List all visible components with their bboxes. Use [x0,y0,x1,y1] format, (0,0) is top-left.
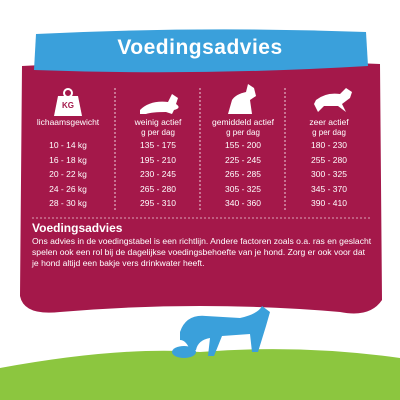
dog-icon-sitting [228,84,256,114]
table-cell: 265 - 285 [225,169,261,179]
note-title: Voedingsadvies [32,221,123,235]
table-cell: 24 - 26 kg [49,183,87,194]
column-header: zeer actief [309,117,349,127]
banner [34,29,368,73]
table-cell: 300 - 325 [311,169,347,179]
title: Voedingsadvies [117,36,283,59]
grass [0,349,400,400]
table-cell: 340 - 360 [225,198,261,208]
dog-icon-running [314,88,352,112]
table-cell: 265 - 280 [140,183,176,194]
table-cell: 28 - 30 kg [49,198,87,208]
table-cell: 225 - 245 [225,154,261,165]
table-cell: 195 - 210 [140,154,176,165]
table-cell: 255 - 280 [311,154,347,165]
weight-handle [63,88,73,98]
table-cell: 10 - 14 kg [49,140,87,150]
icon-label: KG [62,101,74,110]
table-cell: 155 - 200 [225,140,261,150]
panel [20,60,382,314]
column-unit: g per dag [226,128,260,137]
table-cell: 345 - 370 [311,183,347,194]
table-cell: 230 - 245 [140,169,176,179]
table-cell: 20 - 22 kg [49,169,87,179]
table-cell: 390 - 410 [311,198,347,208]
weight-icon [54,96,82,116]
table-cell: 16 - 18 kg [49,154,87,165]
column-header: gemiddeld actief [212,117,274,127]
column-dividers [114,88,286,212]
column-header: lichaamsgewicht [36,117,100,127]
table-cell: 295 - 310 [140,198,176,208]
bowl [172,346,196,358]
dog [180,306,270,356]
column-unit: g per dag [141,128,175,137]
table-cell: 305 - 325 [225,183,261,194]
note-text: Ons advies in de voedingstabel is een ri… [32,236,372,268]
dog-icon-lying [140,94,179,114]
column-unit: g per dag [312,128,346,137]
table-cell: 135 - 175 [140,140,176,150]
column-header: weinig actief [134,117,182,127]
table-cell: 180 - 230 [311,140,347,150]
